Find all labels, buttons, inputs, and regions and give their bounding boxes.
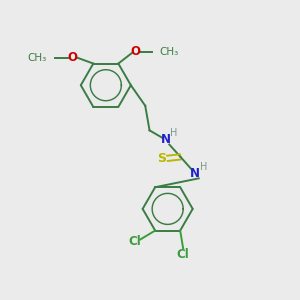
- Text: O: O: [68, 51, 78, 64]
- Text: H: H: [200, 162, 207, 172]
- Text: CH₃: CH₃: [27, 53, 46, 63]
- Text: S: S: [157, 152, 166, 165]
- Text: N: N: [190, 167, 200, 180]
- Text: Cl: Cl: [177, 248, 190, 261]
- Text: N: N: [161, 133, 171, 146]
- Text: CH₃: CH₃: [160, 47, 179, 57]
- Text: O: O: [130, 45, 140, 58]
- Text: Cl: Cl: [129, 235, 142, 248]
- Text: H: H: [170, 128, 178, 138]
